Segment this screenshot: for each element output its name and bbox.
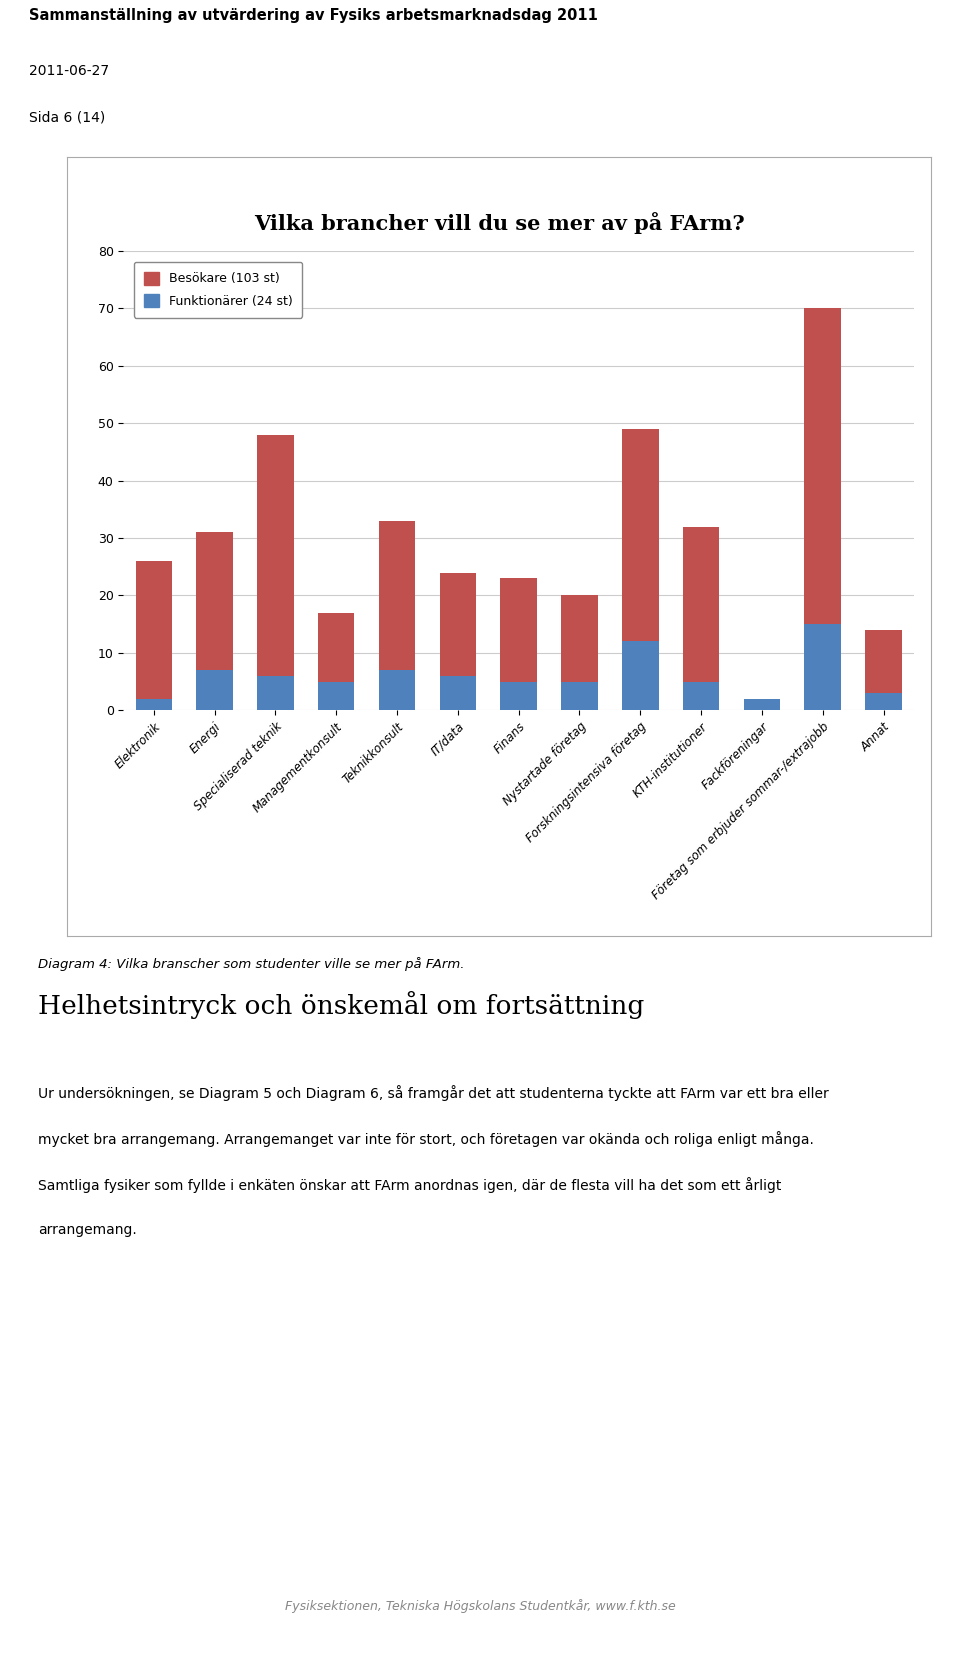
Text: Diagram 4: Vilka branscher som studenter ville se mer på FArm.: Diagram 4: Vilka branscher som studenter… [38,956,465,971]
Bar [622,429,659,711]
Bar [379,669,416,711]
Bar [804,625,841,711]
Bar [744,699,780,711]
Text: Vilka brancher vill du se mer av på FArm?: Vilka brancher vill du se mer av på FArm… [253,212,745,234]
Bar [683,527,719,711]
Bar [865,630,901,711]
Bar [562,595,598,711]
Text: Sammanställning av utvärdering av Fysiks arbetsmarknadsdag 2011: Sammanställning av utvärdering av Fysiks… [29,8,598,23]
Text: Fysiksektionen, Tekniska Högskolans Studentkår, www.f.kth.se: Fysiksektionen, Tekniska Högskolans Stud… [284,1599,676,1614]
Bar [804,308,841,711]
Bar [257,434,294,711]
Bar [440,676,476,711]
Legend: Besökare (103 st), Funktionärer (24 st): Besökare (103 st), Funktionärer (24 st) [133,262,302,318]
Text: Helhetsintryck och önskemål om fortsättning: Helhetsintryck och önskemål om fortsättn… [38,991,645,1019]
Bar [865,693,901,711]
Text: Samtliga fysiker som fyllde i enkäten önskar att FArm anordnas igen, där de fles: Samtliga fysiker som fyllde i enkäten ön… [38,1176,781,1193]
Text: 2011-06-27: 2011-06-27 [29,65,108,78]
Bar [135,699,172,711]
Text: Sida 6 (14): Sida 6 (14) [29,109,105,124]
Bar [318,613,354,711]
Text: mycket bra arrangemang. Arrangemanget var inte för stort, och företagen var okän: mycket bra arrangemang. Arrangemanget va… [38,1132,814,1147]
Text: arrangemang.: arrangemang. [38,1223,137,1236]
Bar [500,578,537,711]
Text: Ur undersökningen, se Diagram 5 och Diagram 6, så framgår det att studenterna ty: Ur undersökningen, se Diagram 5 och Diag… [38,1085,829,1102]
Bar [135,562,172,711]
Bar [562,681,598,711]
Bar [379,520,416,711]
Bar [197,532,233,711]
Bar [683,681,719,711]
Bar [622,641,659,711]
Bar [197,669,233,711]
Bar [257,676,294,711]
Bar [500,681,537,711]
Bar [744,699,780,711]
Bar [318,681,354,711]
Bar [440,573,476,711]
